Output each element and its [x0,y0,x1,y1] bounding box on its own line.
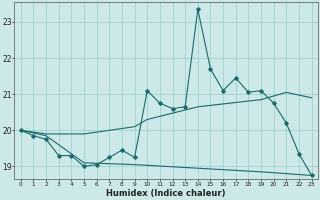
X-axis label: Humidex (Indice chaleur): Humidex (Indice chaleur) [107,189,226,198]
